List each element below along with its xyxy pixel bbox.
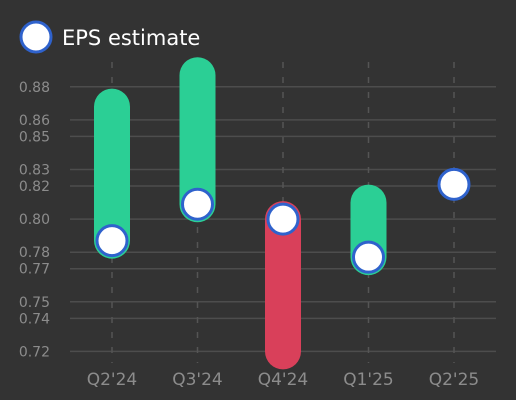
x-tick-label: Q2'24 [87, 370, 138, 390]
range-bar[interactable] [179, 57, 216, 223]
y-tick-label: 0.78 [19, 245, 50, 261]
y-tick-label: 0.85 [19, 129, 50, 145]
range-bar[interactable] [94, 88, 130, 259]
estimate-marker[interactable] [266, 202, 300, 236]
estimate-marker[interactable] [95, 224, 129, 258]
estimate-marker[interactable] [352, 240, 385, 274]
y-tick-label: 0.77 [19, 262, 50, 278]
y-axis-ticks: 0.72 0.740.75 0.770.78 0.80 0.820.83 0.850.86… [19, 80, 50, 361]
x-tick-label: Q1'25 [343, 370, 394, 390]
y-tick-label: 0.82 [19, 179, 50, 195]
estimate-markers [95, 167, 471, 274]
legend-label: EPS estimate [62, 26, 200, 50]
y-tick-label: 0.75 [19, 295, 50, 311]
y-tick-label: 0.86 [19, 113, 50, 129]
y-tick-label: 0.83 [19, 163, 50, 179]
estimate-marker[interactable] [181, 187, 214, 221]
estimate-marker[interactable] [437, 167, 471, 201]
x-axis-ticks: Q2'24 Q3'24 Q4'24 Q1'25 Q2'25 [87, 370, 480, 390]
range-bar[interactable] [265, 201, 301, 370]
y-tick-label: 0.72 [19, 344, 50, 360]
y-tick-label: 0.88 [19, 80, 50, 96]
range-bars [94, 57, 387, 370]
y-tick-label: 0.74 [19, 311, 50, 327]
x-tick-label: Q2'25 [429, 370, 480, 390]
x-tick-label: Q3'24 [172, 370, 223, 390]
legend-marker [19, 20, 53, 54]
legend[interactable]: EPS estimate [19, 20, 200, 54]
y-tick-label: 0.80 [19, 212, 50, 228]
x-tick-label: Q4'24 [258, 370, 309, 390]
